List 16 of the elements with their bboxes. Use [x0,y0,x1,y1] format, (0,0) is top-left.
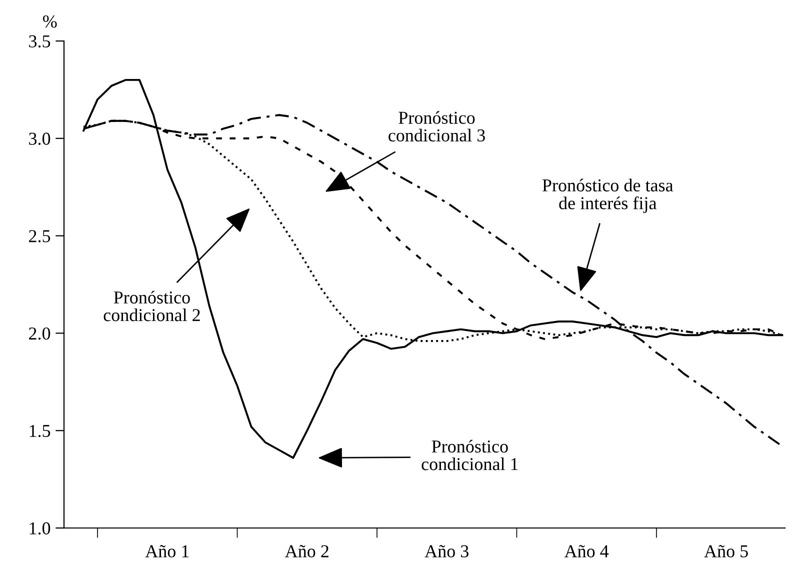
y-tick-label: 1.0 [30,522,50,535]
y-tick-label: 1.5 [30,424,50,438]
annotation: Pronóstico condicional 1 [422,440,518,470]
y-tick-label: 3.5 [29,35,50,48]
annotation: Pronóstico de tasa de interés fija [542,178,674,213]
x-tick-label: Año 1 [145,545,189,558]
x-tick-label: Año 2 [284,545,328,558]
y-tick-label: 2.0 [29,327,50,340]
annotation: Pronóstico condicional 2 [104,290,200,322]
x-tick-label: Año 5 [704,545,748,558]
y-tick-label: 2.5 [29,230,50,242]
x-tick-label: Año 4 [564,545,609,558]
x-tick-label: Año 3 [424,545,468,558]
y-axis-title: % [42,15,57,28]
y-tick-label: 3.0 [29,132,50,145]
annotation: Pronóstico condicional 3 [388,111,485,142]
